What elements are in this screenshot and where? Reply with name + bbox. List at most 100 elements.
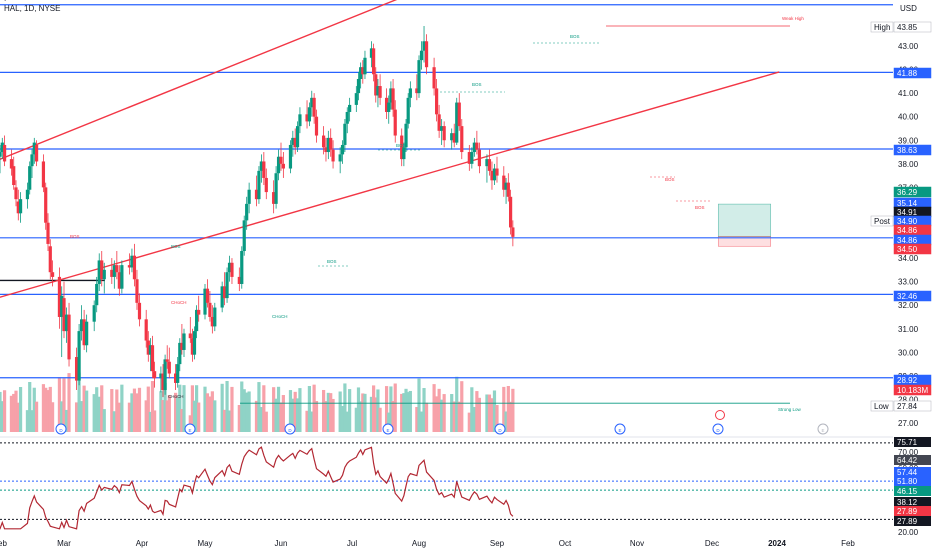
- volume-bar: [455, 376, 459, 432]
- rsi-label: 64.42: [897, 456, 918, 465]
- candle-body: [391, 88, 395, 110]
- volume-bar: [343, 383, 347, 432]
- candle-body: [120, 265, 124, 289]
- candle-body: [46, 222, 50, 244]
- volume-bar: [363, 393, 367, 432]
- candle-body: [384, 97, 389, 112]
- candle-body: [14, 187, 18, 200]
- annotation-label: BOS: [570, 34, 580, 39]
- event-marker-label: E: [386, 428, 389, 433]
- volume-bar: [435, 396, 439, 432]
- volume-bar: [457, 401, 461, 432]
- candle-body: [242, 220, 246, 251]
- volume-bar: [378, 407, 382, 432]
- rsi-axis[interactable]: 70.0060.0050.0040.0030.0020.0075.7164.42…: [893, 437, 932, 537]
- event-marker-circle: [494, 423, 506, 435]
- volume-bar: [28, 382, 32, 432]
- event-marker-label: D: [59, 428, 63, 433]
- ticker-label[interactable]: HAL, 1D, NYSE: [4, 4, 61, 13]
- candle-body: [117, 272, 121, 289]
- candle-body: [406, 97, 410, 124]
- price-axis[interactable]: USD43.0042.0041.0040.0039.0038.0037.0036…: [870, 0, 932, 437]
- volume-bar: [210, 391, 214, 432]
- volume-bar: [376, 389, 380, 432]
- candle-body: [272, 192, 276, 204]
- candle-body: [153, 371, 157, 379]
- candle-body: [326, 137, 330, 153]
- rsi-label: 51.80: [897, 477, 918, 486]
- rsi-layer: [0, 442, 893, 530]
- volume-bar: [432, 384, 436, 432]
- volume-bar: [326, 392, 330, 432]
- candle-body: [195, 309, 199, 332]
- price-label-box: [893, 384, 932, 396]
- volume-bar: [127, 402, 132, 432]
- candle-body: [293, 137, 297, 148]
- candle-body: [64, 314, 69, 332]
- candle-body: [148, 345, 152, 355]
- candle-body: [475, 142, 479, 150]
- volume-bar: [509, 401, 513, 432]
- candle-body: [165, 359, 169, 362]
- annotation-label: BOS: [70, 234, 80, 239]
- candle-body: [74, 357, 79, 381]
- volume-bar: [223, 409, 227, 432]
- candle-body: [450, 133, 454, 141]
- candle-body: [12, 166, 16, 186]
- volume-bar: [245, 392, 249, 432]
- candle-body: [220, 286, 224, 308]
- event-marker-circle: [614, 423, 626, 435]
- time-tick-label: Feb: [841, 539, 855, 548]
- volume-bar: [80, 401, 84, 432]
- candle-body: [60, 295, 64, 317]
- time-axis[interactable]: Feb Mar Apr May Jun Jul Aug Sep Oct Nov Dec 2024 Feb: [0, 537, 932, 550]
- candle-body: [146, 340, 150, 355]
- price-label-box: [893, 67, 932, 79]
- price-tick-label: 32.00: [898, 301, 919, 310]
- candle-body: [509, 196, 513, 228]
- volume-bar: [417, 378, 421, 432]
- time-tick-label: Sep: [490, 539, 505, 548]
- candle-body: [67, 314, 71, 360]
- volume-bar: [195, 385, 199, 432]
- candles-layer: [0, 25, 515, 398]
- volume-bar: [452, 401, 456, 432]
- volume-bar: [470, 387, 474, 432]
- candle-body: [511, 227, 515, 237]
- volume-bar: [295, 398, 300, 432]
- rsi-label-box: [894, 486, 931, 496]
- candle-body: [176, 364, 180, 383]
- volume-bar: [2, 390, 7, 432]
- annotation-label: BOS: [171, 244, 181, 249]
- volume-bar: [97, 396, 101, 432]
- candle-body: [34, 144, 39, 162]
- volume-bar: [144, 400, 148, 432]
- price-tag-label: High: [874, 23, 890, 32]
- event-marker-label: D: [288, 428, 292, 433]
- volume-bar: [203, 386, 207, 432]
- volume-bar: [307, 386, 311, 432]
- candle-body: [389, 88, 393, 103]
- price-tick-label: 38.00: [898, 160, 919, 169]
- volume-bar: [393, 383, 397, 432]
- price-label: 38.63: [897, 146, 918, 155]
- volume-bar: [100, 385, 104, 432]
- candle-body: [259, 161, 263, 171]
- candle-body: [281, 163, 285, 169]
- candle-body: [490, 170, 494, 181]
- volume-bar: [264, 411, 268, 432]
- volume-bar: [148, 411, 152, 432]
- volume-bar: [135, 393, 139, 432]
- volume-bar: [165, 400, 169, 432]
- candle-body: [324, 147, 328, 153]
- candle-body: [329, 137, 333, 150]
- volume-bar: [57, 377, 62, 432]
- candle-body: [254, 189, 259, 200]
- candle-body: [0, 142, 4, 153]
- volume-bar: [240, 381, 244, 432]
- candle-body: [264, 177, 268, 193]
- event-marker-circle: [55, 423, 67, 435]
- event-marker-label: E: [188, 428, 191, 433]
- volume-bar: [18, 387, 23, 432]
